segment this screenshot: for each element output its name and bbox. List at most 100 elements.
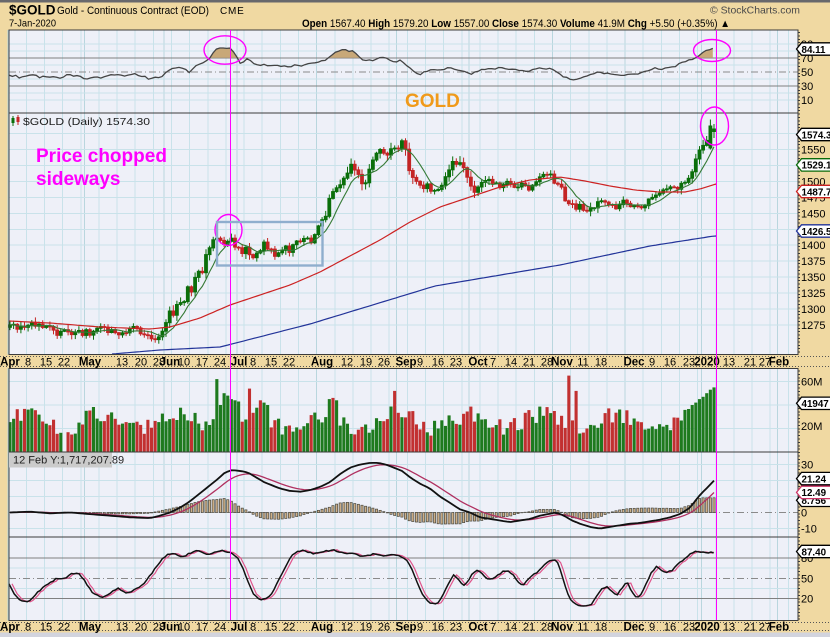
svg-text:10: 10 (178, 356, 190, 368)
svg-text:16: 16 (664, 621, 676, 633)
svg-text:13: 13 (723, 621, 735, 633)
svg-text:8: 8 (250, 356, 256, 368)
svg-text:Dec: Dec (623, 356, 645, 368)
svg-text:1550: 1550 (801, 145, 825, 157)
svg-text:9: 9 (417, 621, 423, 633)
svg-text:22: 22 (58, 621, 70, 633)
svg-text:Nov: Nov (551, 356, 573, 368)
svg-text:22: 22 (58, 356, 70, 368)
svg-text:17: 17 (196, 356, 208, 368)
svg-text:9: 9 (417, 356, 423, 368)
svg-text:Oct: Oct (468, 356, 487, 368)
svg-text:60M: 60M (801, 377, 822, 389)
svg-text:16: 16 (432, 621, 444, 633)
svg-text:Jul: Jul (231, 356, 248, 368)
svg-text:15: 15 (40, 356, 52, 368)
svg-text:1574.3: 1574.3 (802, 130, 830, 141)
svg-text:Feb: Feb (769, 356, 789, 368)
svg-text:20: 20 (135, 621, 147, 633)
svg-text:18: 18 (595, 356, 607, 368)
svg-text:2020: 2020 (694, 356, 720, 368)
svg-text:Nov: Nov (551, 621, 573, 633)
svg-text:23: 23 (450, 356, 462, 368)
svg-text:21: 21 (744, 356, 756, 368)
svg-text:13: 13 (116, 356, 128, 368)
svg-text:9: 9 (649, 621, 655, 633)
svg-text:12 Feb Y:1,717,207.89: 12 Feb Y:1,717,207.89 (13, 455, 124, 467)
svg-text:Dec: Dec (623, 621, 645, 633)
svg-text:8: 8 (25, 356, 31, 368)
svg-text:1375: 1375 (801, 256, 825, 268)
svg-text:Sep: Sep (395, 621, 416, 633)
svg-text:18: 18 (595, 621, 607, 633)
svg-text:7: 7 (490, 621, 496, 633)
svg-text:21: 21 (744, 621, 756, 633)
svg-text:8: 8 (25, 621, 31, 633)
svg-text:8.756: 8.756 (802, 496, 827, 507)
svg-text:1275: 1275 (801, 320, 825, 332)
svg-text:Aug: Aug (311, 621, 333, 633)
svg-text:12: 12 (341, 356, 353, 368)
svg-text:30: 30 (801, 460, 813, 472)
svg-text:87.40: 87.40 (802, 547, 827, 558)
svg-text:16: 16 (432, 356, 444, 368)
svg-text:22: 22 (283, 356, 295, 368)
svg-text:19: 19 (360, 621, 372, 633)
svg-text:26: 26 (378, 356, 390, 368)
svg-text:21.24: 21.24 (802, 474, 827, 485)
svg-text:15: 15 (40, 621, 52, 633)
svg-text:1350: 1350 (801, 272, 825, 284)
svg-text:Price chopped: Price chopped (36, 146, 167, 167)
svg-text:23: 23 (450, 621, 462, 633)
svg-text:1300: 1300 (801, 304, 825, 316)
svg-text:-10: -10 (801, 524, 817, 536)
svg-text:20: 20 (801, 594, 813, 606)
svg-text:15: 15 (265, 621, 277, 633)
svg-text:Apr: Apr (0, 356, 20, 368)
svg-text:1325: 1325 (801, 288, 825, 300)
svg-text:7: 7 (490, 356, 496, 368)
svg-text:84.11: 84.11 (802, 45, 827, 56)
svg-text:23: 23 (683, 621, 695, 633)
svg-text:Oct: Oct (468, 621, 487, 633)
svg-text:11: 11 (577, 356, 588, 368)
svg-text:50: 50 (801, 573, 813, 585)
svg-text:May: May (79, 356, 102, 368)
svg-text:12: 12 (341, 621, 353, 633)
svg-text:8: 8 (250, 621, 256, 633)
svg-text:1450: 1450 (801, 208, 825, 220)
svg-text:0: 0 (801, 508, 807, 520)
svg-text:GOLD: GOLD (405, 91, 460, 112)
svg-text:1426.5: 1426.5 (802, 227, 830, 238)
svg-text:1529.1: 1529.1 (802, 161, 830, 172)
svg-text:14: 14 (505, 356, 517, 368)
svg-text:17: 17 (196, 621, 208, 633)
svg-text:Aug: Aug (311, 356, 333, 368)
svg-text:27: 27 (759, 356, 771, 368)
svg-text:20: 20 (135, 356, 147, 368)
svg-text:41947: 41947 (802, 399, 830, 410)
svg-text:15: 15 (265, 356, 277, 368)
svg-text:9: 9 (649, 356, 655, 368)
svg-text:Apr: Apr (0, 621, 20, 633)
svg-text:23: 23 (683, 356, 695, 368)
svg-text:10: 10 (801, 95, 813, 107)
svg-text:26: 26 (378, 621, 390, 633)
svg-text:28: 28 (153, 621, 165, 633)
svg-text:May: May (79, 621, 102, 633)
svg-text:sideways: sideways (36, 169, 121, 190)
svg-text:13: 13 (116, 621, 128, 633)
svg-text:Jun: Jun (160, 356, 180, 368)
svg-text:21: 21 (523, 356, 535, 368)
svg-text:21: 21 (523, 621, 535, 633)
svg-text:11: 11 (577, 621, 588, 633)
svg-text:Feb: Feb (769, 621, 789, 633)
svg-text:14: 14 (505, 621, 517, 633)
svg-text:2020: 2020 (694, 621, 720, 633)
svg-text:19: 19 (360, 356, 372, 368)
svg-text:© StockCharts.com: © StockCharts.com (710, 6, 800, 17)
svg-text:CME: CME (220, 6, 245, 17)
svg-text:Gold - Continuous Contract (EO: Gold - Continuous Contract (EOD) (57, 5, 209, 17)
svg-text:28: 28 (541, 356, 553, 368)
svg-text:30: 30 (801, 81, 813, 93)
